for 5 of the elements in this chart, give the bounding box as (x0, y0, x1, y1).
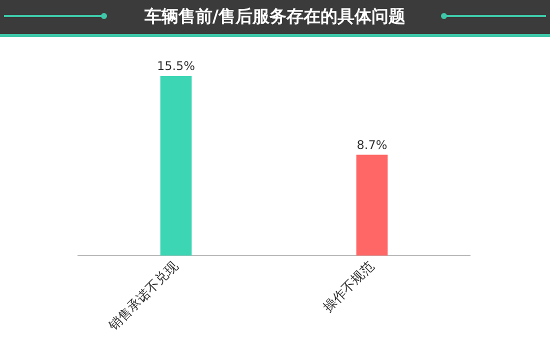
data-label: 15.5% (156, 59, 196, 74)
x-tick-label: 销售承诺不兑现 (104, 258, 181, 334)
data-label: 8.7% (356, 138, 388, 152)
x-tick-label: 操作不规范 (320, 258, 377, 315)
chart-title: 车辆售前/售后服务存在的具体问题 (0, 0, 550, 34)
